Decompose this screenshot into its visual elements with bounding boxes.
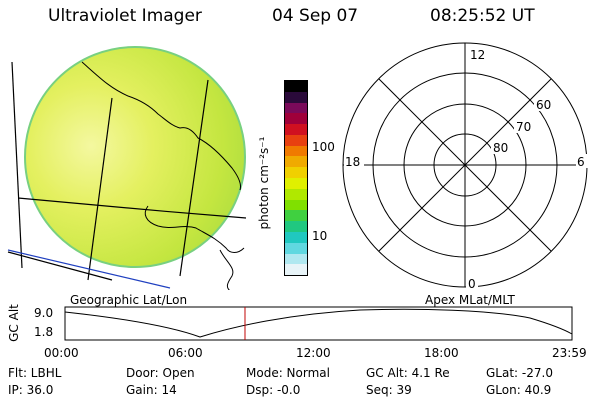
colorbar-segment	[285, 81, 307, 92]
filter-info: Flt: LBHL	[8, 366, 62, 380]
colorbar-segment	[285, 242, 307, 254]
time-label: 08:25:52 UT	[430, 6, 535, 26]
intensity-colorbar	[284, 80, 308, 276]
apex-panel-label: Apex MLat/MLT	[425, 293, 515, 307]
colorbar-unit-label: photon cm⁻²s⁻¹	[257, 136, 271, 230]
colorbar-segment	[285, 199, 307, 211]
altitude-curve	[64, 308, 573, 338]
colorbar-segment	[285, 156, 307, 168]
instrument-title: Ultraviolet Imager	[48, 6, 202, 26]
mlt-label-12: 12	[470, 48, 485, 62]
colorbar-segment	[285, 231, 307, 243]
altitude-axis-title: GC Alt	[7, 304, 21, 342]
colorbar-tick-10: 10	[312, 229, 328, 243]
time-tick-1800: 18:00	[424, 346, 459, 360]
altitude-plot	[64, 306, 573, 341]
mlt-label-6: 6	[577, 155, 585, 169]
seq-info: Seq: 39	[366, 383, 412, 397]
mlat-label-60: 60	[536, 98, 551, 112]
colorbar-segment	[285, 102, 307, 114]
terminator-line	[7, 249, 171, 289]
mlt-label-0: 0	[468, 277, 476, 290]
colorbar-segment	[285, 188, 307, 200]
time-tick-0600: 06:00	[168, 346, 203, 360]
geographic-panel-label: Geographic Lat/Lon	[70, 293, 188, 307]
mlat-label-80: 80	[493, 141, 508, 155]
mlt-label-18: 18	[345, 155, 360, 169]
glat-info: GLat: -27.0	[486, 366, 553, 380]
door-info: Door: Open	[126, 366, 195, 380]
ip-info: IP: 36.0	[8, 383, 54, 397]
glon-info: GLon: 40.9	[486, 383, 552, 397]
colorbar-segment	[285, 145, 307, 157]
time-tick-2359: 23:59	[552, 346, 587, 360]
gain-info: Gain: 14	[126, 383, 177, 397]
colorbar-segment	[285, 167, 307, 179]
colorbar-segment	[285, 264, 307, 276]
mlt-line-diag2	[378, 78, 552, 252]
colorbar-segment	[285, 113, 307, 125]
colorbar-tick-100: 100	[312, 140, 335, 154]
colorbar-segment	[285, 253, 307, 265]
geo-grid-lines	[7, 61, 247, 281]
geographic-image-panel	[7, 46, 247, 290]
gc-alt-info: GC Alt: 4.1 Re	[366, 366, 450, 380]
date-label: 04 Sep 07	[272, 6, 359, 26]
colorbar-segment	[285, 134, 307, 146]
dsp-info: Dsp: -0.0	[246, 383, 301, 397]
colorbar-segment	[285, 124, 307, 135]
apex-polar-plot: 12 18 6 0 60 70 80	[342, 42, 588, 290]
time-tick-0000: 00:00	[44, 346, 79, 360]
colorbar-segment	[285, 91, 307, 103]
altitude-plot-frame	[64, 306, 573, 341]
altitude-tick-high: 9.0	[34, 306, 54, 320]
mode-info: Mode: Normal	[246, 366, 330, 380]
colorbar-segment	[285, 210, 307, 222]
colorbar-segment	[285, 221, 307, 232]
time-tick-1200: 12:00	[296, 346, 331, 360]
altitude-tick-low: 1.8	[34, 325, 54, 339]
uv-disk-image	[24, 46, 246, 268]
coastline	[81, 61, 245, 290]
colorbar-segment	[285, 178, 307, 189]
mlat-label-70: 70	[516, 120, 531, 134]
